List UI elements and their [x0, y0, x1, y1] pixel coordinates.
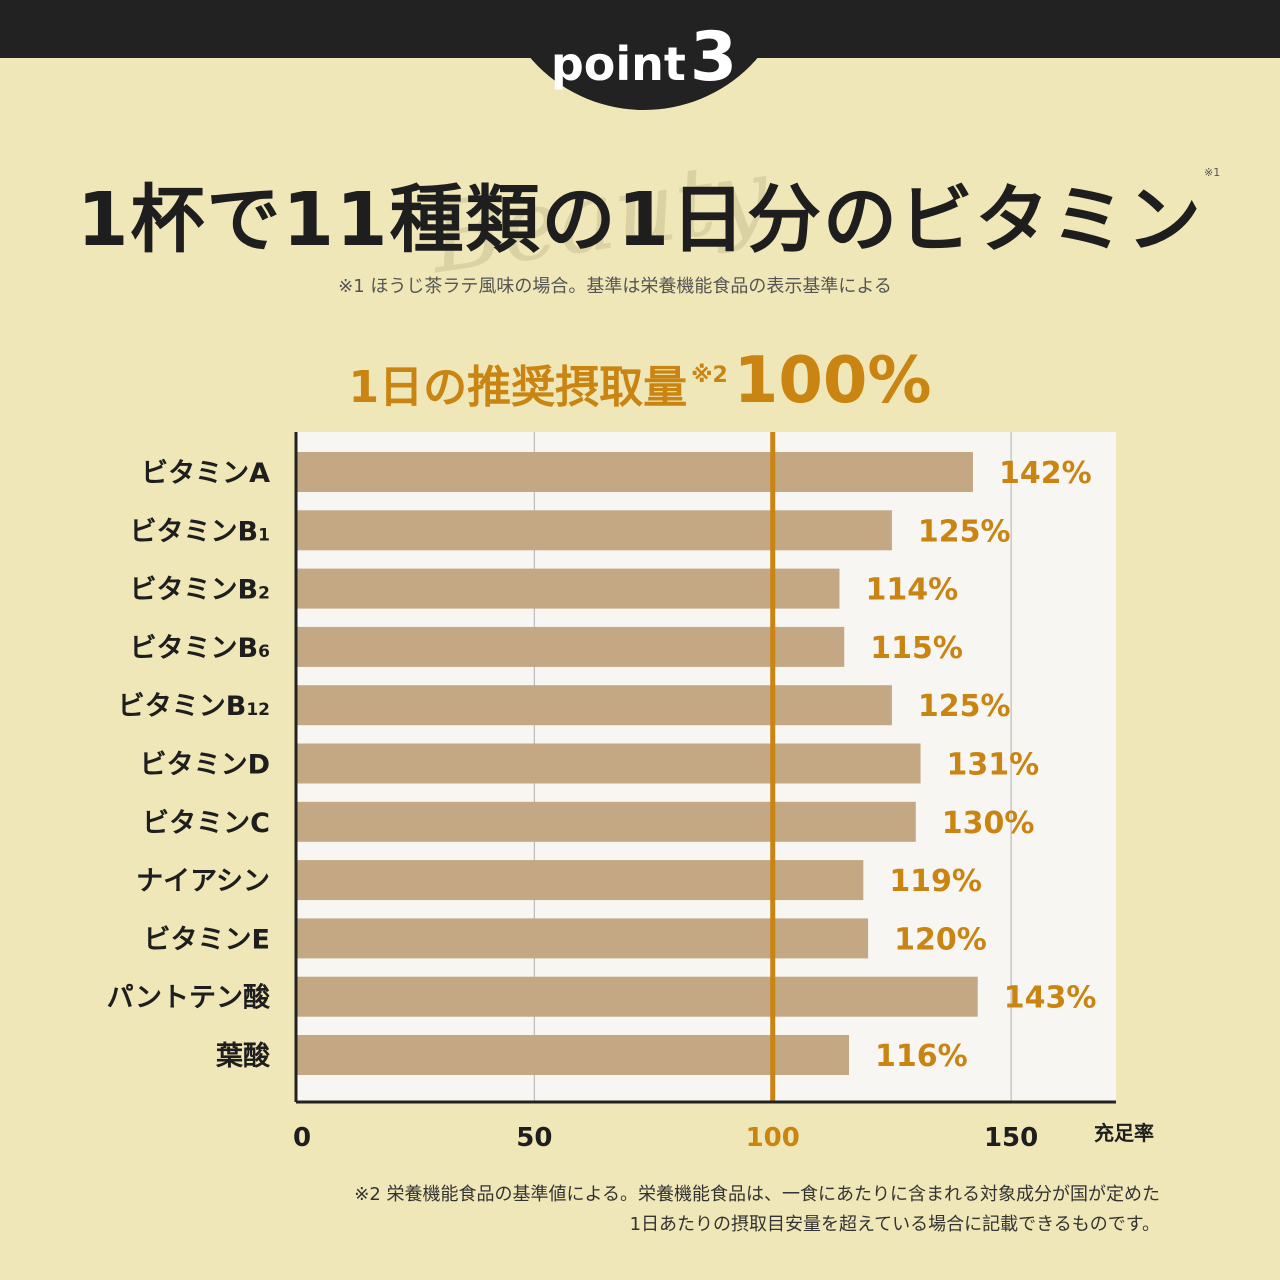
category-label-main: パントテン酸	[107, 983, 271, 1014]
category-label-3: ビタミンB2	[130, 575, 270, 606]
bar-3	[296, 568, 840, 609]
title-subnote: ※1 ほうじ茶ラテ風味の場合。基準は栄養機能食品の表示基準による	[338, 276, 892, 297]
category-label-subscript: 1	[258, 525, 270, 545]
bar-value-label-2: 125%	[918, 514, 1011, 549]
x-axis-title: 充足率	[1094, 1121, 1154, 1145]
category-label-main: ビタミンB	[118, 691, 247, 722]
category-label-main: ビタミンB	[130, 633, 259, 664]
recommended-intake-label: 1日の推奨摂取量	[348, 362, 688, 413]
bar-value-label-7: 130%	[942, 806, 1035, 841]
footnote-line-2: 1日あたりの摂取目安量を超えている場合に記載できるものです。	[629, 1214, 1160, 1235]
category-label-1: ビタミンA	[141, 458, 270, 489]
point-badge-label: point3	[494, 18, 794, 97]
bar-2	[296, 510, 892, 551]
category-label-4: ビタミンB6	[130, 633, 270, 664]
bar-value-label-8: 119%	[889, 864, 982, 899]
category-label-main: ナイアシン	[136, 866, 270, 897]
bar-10	[296, 976, 978, 1017]
recommended-intake-heading: 1日の推奨摂取量 ※2100%	[0, 344, 1280, 418]
category-label-subscript: 6	[258, 642, 270, 662]
x-tick-label-100: 100	[746, 1123, 800, 1153]
badge-number: 3	[689, 18, 738, 97]
category-label-main: ビタミンD	[140, 750, 270, 781]
footnote-line-1: ※2 栄養機能食品の基準値による。栄養機能食品は、一食にあたりに含まれる対象成分…	[354, 1184, 1160, 1205]
bar-6	[296, 743, 921, 784]
category-label-main: ビタミンA	[141, 458, 270, 489]
category-label-9: ビタミンE	[144, 924, 270, 955]
category-label-7: ビタミンC	[142, 808, 270, 839]
bar-value-label-6: 131%	[947, 748, 1040, 783]
category-label-10: パントテン酸	[107, 983, 271, 1014]
bar-value-label-10: 143%	[1004, 981, 1097, 1016]
category-label-main: ビタミンB	[130, 575, 259, 606]
category-label-8: ナイアシン	[136, 866, 270, 897]
title-footnote-mark: ※1	[1204, 166, 1221, 179]
category-label-main: ビタミンC	[142, 808, 270, 839]
x-tick-label-150: 150	[984, 1123, 1038, 1153]
recommended-intake-mark: ※2	[691, 363, 728, 388]
badge-word: point	[550, 37, 686, 91]
bar-1	[296, 452, 973, 492]
category-label-subscript: 12	[246, 700, 270, 720]
x-tick-label-50: 50	[516, 1123, 552, 1153]
bar-7	[296, 801, 916, 842]
bar-5	[296, 685, 892, 726]
category-label-5: ビタミンB12	[118, 691, 270, 722]
bar-value-label-1: 142%	[999, 456, 1092, 491]
bar-11	[296, 1035, 850, 1075]
category-label-main: 葉酸	[215, 1041, 271, 1072]
category-label-6: ビタミンD	[140, 750, 270, 781]
category-label-11: 葉酸	[215, 1041, 271, 1072]
bar-4	[296, 626, 845, 667]
category-label-subscript: 2	[258, 584, 270, 604]
bar-value-label-3: 114%	[865, 573, 958, 608]
bar-value-label-9: 120%	[894, 922, 987, 957]
category-label-main: ビタミンB	[130, 516, 259, 547]
bar-9	[296, 918, 869, 959]
recommended-intake-value: 100%	[733, 344, 932, 418]
bar-value-label-5: 125%	[918, 689, 1011, 724]
bar-8	[296, 860, 864, 901]
bar-value-label-11: 116%	[875, 1039, 968, 1074]
main-title: 1杯で11種類の1日分のビタミン	[77, 177, 1203, 263]
bar-value-label-4: 115%	[870, 631, 963, 666]
category-label-2: ビタミンB1	[130, 516, 270, 547]
category-label-main: ビタミンE	[144, 924, 270, 955]
x-tick-label-0: 0	[293, 1123, 311, 1153]
